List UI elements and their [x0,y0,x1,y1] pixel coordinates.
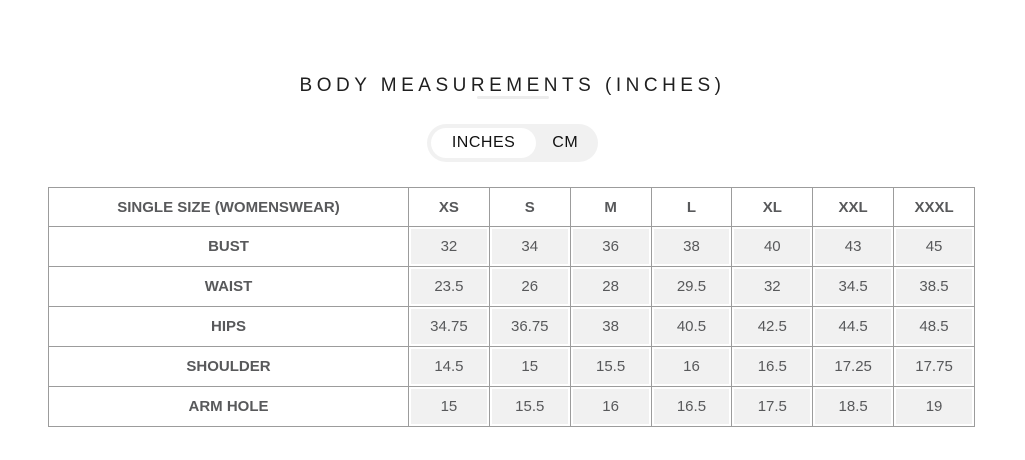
size-table: SINGLE SIZE (WOMENSWEAR) XS S M L XL XXL XXXL B… [48,187,975,427]
col-header-xxl: XXL [812,187,895,227]
cell-waist-xxxl: 38.5 [893,266,975,307]
col-header-xs: XS [408,187,490,227]
cell-hips-m: 38 [569,306,652,347]
cell-arm-hole-l: 16.5 [650,386,733,427]
unit-toggle-wrap: INCHES CM [0,124,1025,162]
cell-bust-xxxl: 45 [893,226,975,267]
row-label-hips: HIPS [48,306,409,347]
col-header-xxxl: XXXL [893,187,975,227]
row-label-bust: BUST [48,226,409,267]
row-label-waist: WAIST [48,266,409,307]
cell-shoulder-m: 15.5 [569,346,652,387]
col-header-xl: XL [731,187,814,227]
size-table-head: SINGLE SIZE (WOMENSWEAR) XS S M L XL XXL XXXL [48,187,975,227]
cell-hips-l: 40.5 [650,306,733,347]
page-title: BODY MEASUREMENTS (INCHES) [299,75,726,96]
unit-toggle: INCHES CM [426,124,599,162]
row-label-arm-hole: ARM HOLE [48,386,409,427]
cell-waist-m: 28 [569,266,652,307]
cell-shoulder-s: 15 [488,346,571,387]
cell-waist-xxl: 34.5 [812,266,895,307]
col-header-m: M [569,187,652,227]
cell-hips-xxl: 44.5 [812,306,895,347]
table-row-bust: BUST 32 34 36 38 40 43 45 [48,226,975,267]
cell-arm-hole-xl: 17.5 [731,386,814,427]
cell-arm-hole-xs: 15 [408,386,490,427]
header-row: SINGLE SIZE (WOMENSWEAR) XS S M L XL XXL XXXL [48,187,975,227]
cell-waist-xl: 32 [731,266,814,307]
cell-shoulder-l: 16 [650,346,733,387]
cell-bust-xxl: 43 [812,226,895,267]
cell-waist-s: 26 [488,266,571,307]
cell-hips-xl: 42.5 [731,306,814,347]
cell-waist-xs: 23.5 [408,266,490,307]
cell-shoulder-xxl: 17.25 [812,346,895,387]
cell-arm-hole-xxl: 18.5 [812,386,895,427]
table-row-shoulder: SHOULDER 14.5 15 15.5 16 16.5 17.25 17.75 [48,346,975,387]
cell-hips-s: 36.75 [488,306,571,347]
toggle-option-cm[interactable]: CM [536,128,594,158]
cell-hips-xxxl: 48.5 [893,306,975,347]
cell-shoulder-xs: 14.5 [408,346,490,387]
cell-bust-xl: 40 [731,226,814,267]
cell-shoulder-xxxl: 17.75 [893,346,975,387]
cell-arm-hole-m: 16 [569,386,652,427]
cell-bust-l: 38 [650,226,733,267]
cell-bust-m: 36 [569,226,652,267]
table-row-arm-hole: ARM HOLE 15 15.5 16 16.5 17.5 18.5 19 [48,386,975,427]
cell-arm-hole-xxxl: 19 [893,386,975,427]
table-row-hips: HIPS 34.75 36.75 38 40.5 42.5 44.5 48.5 [48,306,975,347]
col-header-l: L [650,187,733,227]
col-header-single-size-womenswear: SINGLE SIZE (WOMENSWEAR) [48,187,409,227]
row-label-shoulder: SHOULDER [48,346,409,387]
cell-arm-hole-s: 15.5 [488,386,571,427]
cell-shoulder-xl: 16.5 [731,346,814,387]
table-row-waist: WAIST 23.5 26 28 29.5 32 34.5 38.5 [48,266,975,307]
cell-hips-xs: 34.75 [408,306,490,347]
col-header-s: S [488,187,571,227]
cell-waist-l: 29.5 [650,266,733,307]
cell-bust-xs: 32 [408,226,490,267]
drag-handle[interactable] [476,96,549,99]
size-table-body: BUST 32 34 36 38 40 43 45 WAIST 23.5 26 28 29.5 32 34.… [48,226,975,427]
toggle-option-inches[interactable]: INCHES [430,128,537,158]
cell-bust-s: 34 [488,226,571,267]
